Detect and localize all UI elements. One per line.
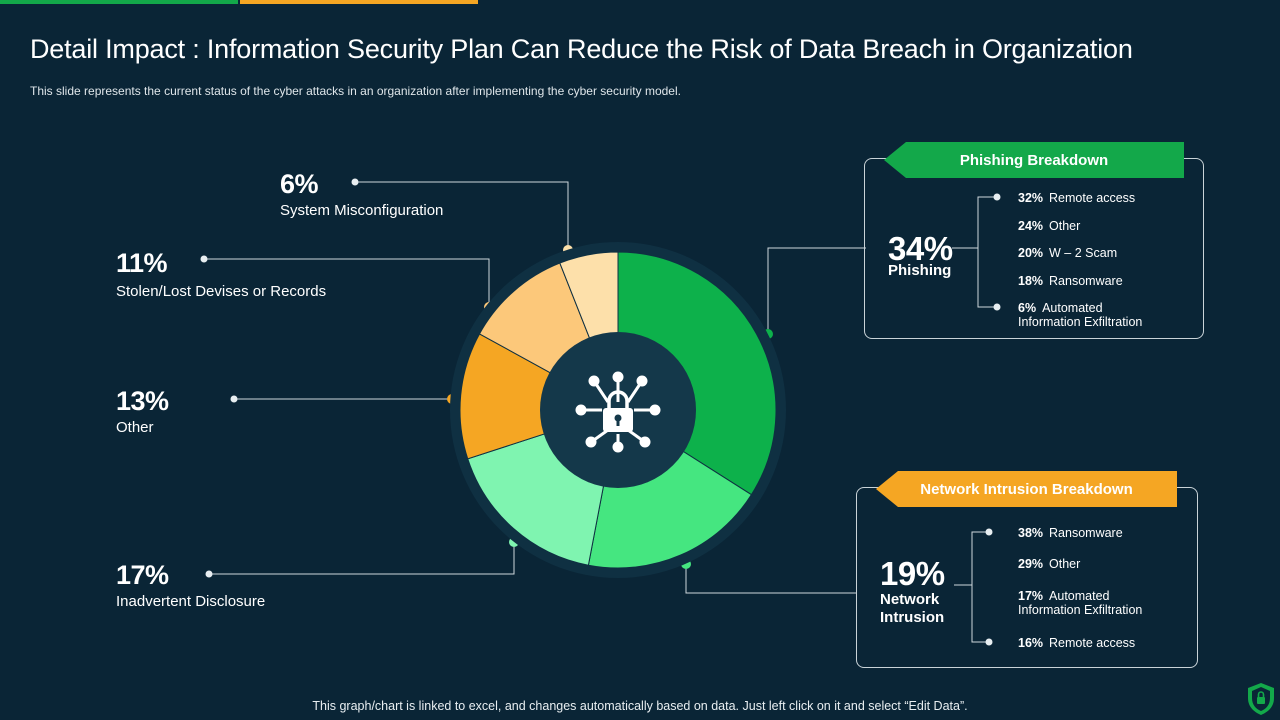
connector-phishing — [767, 247, 866, 334]
phishing-item-3: 20% W – 2 Scam — [1018, 246, 1118, 260]
network-label-line1: Network — [880, 591, 940, 608]
phishing-item-5: 6% Automated Information Exfiltration — [1018, 301, 1143, 329]
callout-stolen: 11% Stolen/Lost Devises or Records — [116, 248, 327, 301]
phishing-pct: 34% — [888, 230, 953, 267]
connector-misconfig — [355, 181, 569, 250]
dot-misconfig-end — [351, 178, 359, 186]
page-title: Detail Impact : Information Security Pla… — [30, 34, 1133, 64]
connector-network-bracket — [954, 531, 989, 586]
callout-inadvertent: 17% Inadvertent Disclosure — [116, 560, 266, 611]
donut-chart[interactable] — [448, 240, 788, 580]
callout-stolen-label: Stolen/Lost Devises or Records — [116, 283, 327, 300]
dot-net-top — [985, 528, 993, 536]
dot-other-end — [230, 395, 238, 403]
callout-stolen-pct: 11% — [116, 248, 168, 278]
callout-other: 13% Other — [116, 386, 169, 437]
network-item-2: 29% Other — [1018, 557, 1081, 571]
callout-misconfig: 6% System Misconfiguration — [280, 169, 444, 220]
callout-misconfig-label: System Misconfiguration — [280, 202, 444, 219]
dot-phish-top — [993, 193, 1001, 201]
network-label-line2: Intrusion — [880, 609, 945, 626]
phishing-banner: Phishing Breakdown — [884, 142, 1184, 178]
connector-inadvertent — [209, 542, 515, 575]
connector-phishing-bracket-low — [977, 248, 997, 308]
callout-misconfig-pct: 6% — [280, 169, 319, 199]
dot-phish-bottom — [993, 303, 1001, 311]
dot-inadvertent-end — [205, 570, 213, 578]
connector-network-bracket-low — [971, 585, 989, 643]
network-banner: Network Intrusion Breakdown — [876, 471, 1177, 507]
network-pct: 19% — [880, 555, 945, 592]
phishing-item-2: 24% Other — [1018, 219, 1081, 233]
callout-inadvertent-label: Inadvertent Disclosure — [116, 593, 266, 610]
callout-inadvertent-pct: 17% — [116, 560, 169, 590]
phishing-item-4: 18% Ransomware — [1018, 274, 1123, 288]
phishing-item-1: 32% Remote access — [1018, 191, 1136, 205]
footer-note: This graph/chart is linked to excel, and… — [312, 699, 968, 713]
shield-icon — [1248, 683, 1274, 715]
network-item-1: 38% Ransomware — [1018, 526, 1123, 540]
top-accent-orange — [240, 0, 478, 4]
top-accent-green — [0, 0, 238, 4]
donut-slice-other[interactable] — [459, 333, 620, 460]
phishing-label: Phishing — [888, 262, 952, 279]
connector-phishing-bracket — [952, 196, 997, 249]
dot-net-bottom — [985, 638, 993, 646]
connector-network — [685, 564, 856, 594]
page-subtitle: This slide represents the current status… — [30, 84, 681, 98]
dot-stolen-end — [200, 255, 208, 263]
callout-other-label: Other — [116, 419, 154, 436]
network-item-4: 16% Remote access — [1018, 636, 1136, 650]
callout-other-pct: 13% — [116, 386, 169, 416]
network-item-3: 17% Automated Information Exfiltration — [1018, 589, 1143, 617]
lock-network-icon — [575, 371, 661, 453]
connector-stolen — [204, 258, 490, 307]
